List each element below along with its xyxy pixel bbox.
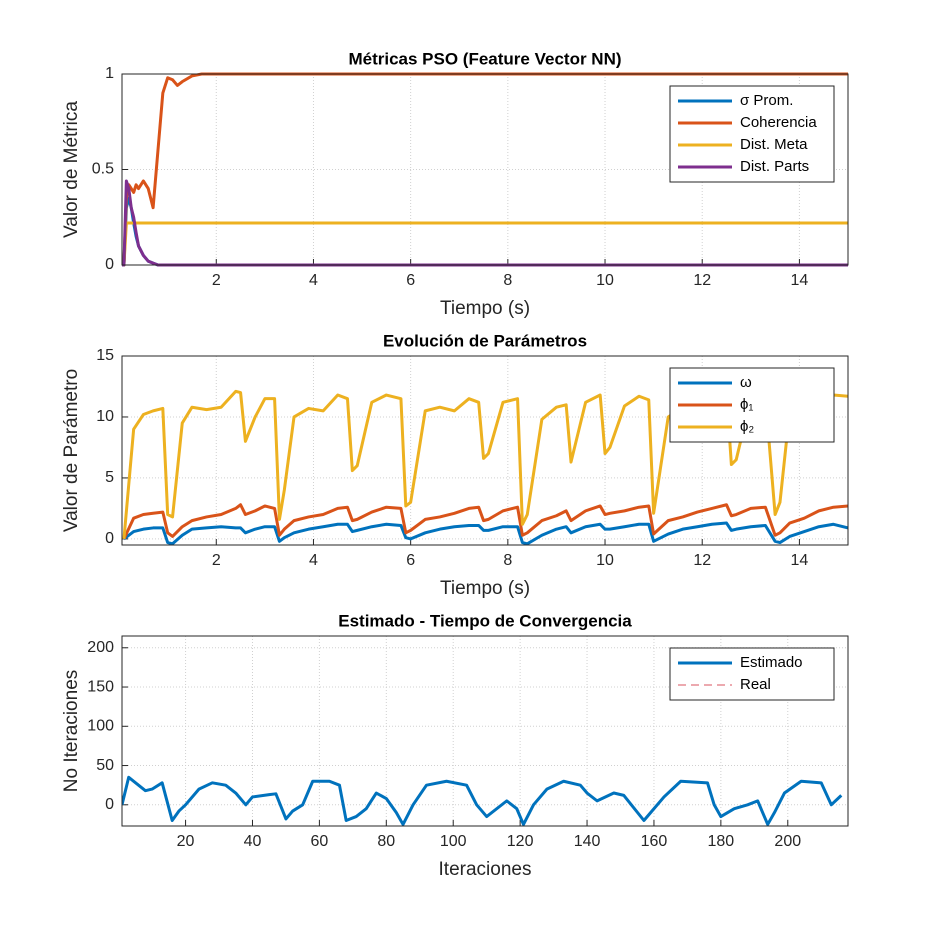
x-tick-label: 120 — [507, 833, 534, 850]
y-tick-label: 50 — [96, 757, 114, 774]
y-tick-label: 0 — [105, 796, 114, 813]
x-tick-label: 10 — [596, 272, 614, 289]
legend-label: Estimado — [740, 654, 803, 671]
legend-label: ϕ₂ — [740, 418, 754, 435]
legend-label: Dist. Parts — [740, 158, 809, 175]
y-axis-label: No Iteraciones — [61, 670, 82, 793]
x-axis-label: Iteraciones — [439, 859, 532, 880]
axes: 2 4 6 8 10 12 14 0 5 10 15 Evolución de Parámetros T… — [61, 331, 849, 599]
legend-box — [669, 647, 835, 701]
legend-label: Coherencia — [740, 114, 817, 131]
y-tick-label: 100 — [87, 718, 114, 735]
x-tick-label: 4 — [309, 552, 318, 569]
legend: σ Prom. Coherencia Dist. Meta Dist. Parts — [669, 85, 835, 183]
series-line — [122, 503, 848, 540]
x-tick-label: 140 — [574, 833, 601, 850]
x-tick-label: 2 — [212, 272, 221, 289]
legend-label: ω — [740, 374, 752, 391]
x-tick-label: 40 — [244, 833, 262, 850]
x-tick-label: 180 — [708, 833, 735, 850]
y-tick-label: 15 — [96, 347, 114, 364]
x-tick-label: 8 — [503, 552, 512, 569]
legend: ω ϕ₁ ϕ₂ — [669, 367, 835, 443]
y-tick-label: 0 — [105, 256, 114, 273]
y-tick-label: 0 — [105, 530, 114, 547]
x-tick-label: 8 — [503, 272, 512, 289]
x-tick-label: 20 — [177, 833, 195, 850]
y-tick-label: 0.5 — [92, 161, 114, 178]
x-tick-label: 4 — [309, 272, 318, 289]
x-axis-label: Tiempo (s) — [440, 578, 530, 599]
x-tick-label: 2 — [212, 552, 221, 569]
x-tick-label: 10 — [596, 552, 614, 569]
legend-label: ϕ₁ — [740, 396, 753, 413]
x-tick-label: 60 — [310, 833, 328, 850]
axes-box — [121, 73, 849, 266]
series-line — [123, 521, 848, 546]
y-axis-label: Valor de Parámetro — [61, 369, 82, 532]
series-line — [122, 72, 848, 267]
y-axis-label: Valor de Métrica — [61, 101, 82, 238]
x-tick-label: 100 — [440, 833, 467, 850]
x-tick-label: 6 — [406, 552, 415, 569]
legend-label: Dist. Meta — [740, 136, 808, 153]
chart-title: Estimado - Tiempo de Convergencia — [338, 611, 632, 630]
x-tick-label: 6 — [406, 272, 415, 289]
x-tick-label: 160 — [641, 833, 668, 850]
x-tick-label: 80 — [377, 833, 395, 850]
axes: 20 40 60 80 100 120 140 160 180 200 0 50 100 150 200 Es… — [61, 611, 849, 880]
axes-box — [121, 355, 849, 546]
chart-title: Evolución de Parámetros — [383, 331, 587, 350]
x-tick-label: 200 — [774, 833, 801, 850]
axes: 2 4 6 8 10 12 14 0 0.5 1 Métricas PSO (Feature Vec… — [61, 49, 849, 319]
y-tick-label: 5 — [105, 469, 114, 486]
x-axis-label: Tiempo (s) — [440, 298, 530, 319]
legend: Estimado Real — [669, 647, 835, 701]
y-tick-label: 150 — [87, 678, 114, 695]
y-tick-label: 200 — [87, 639, 114, 656]
legend-label: Real — [740, 676, 771, 693]
y-tick-label: 10 — [96, 408, 114, 425]
series-line — [122, 775, 843, 826]
x-tick-label: 14 — [791, 272, 809, 289]
legend-label: σ Prom. — [740, 92, 793, 109]
axes-box — [121, 635, 849, 827]
x-tick-label: 12 — [693, 272, 711, 289]
chart-title: Métricas PSO (Feature Vector NN) — [348, 49, 621, 68]
x-tick-label: 14 — [791, 552, 809, 569]
y-tick-label: 1 — [105, 65, 114, 82]
x-tick-label: 12 — [693, 552, 711, 569]
